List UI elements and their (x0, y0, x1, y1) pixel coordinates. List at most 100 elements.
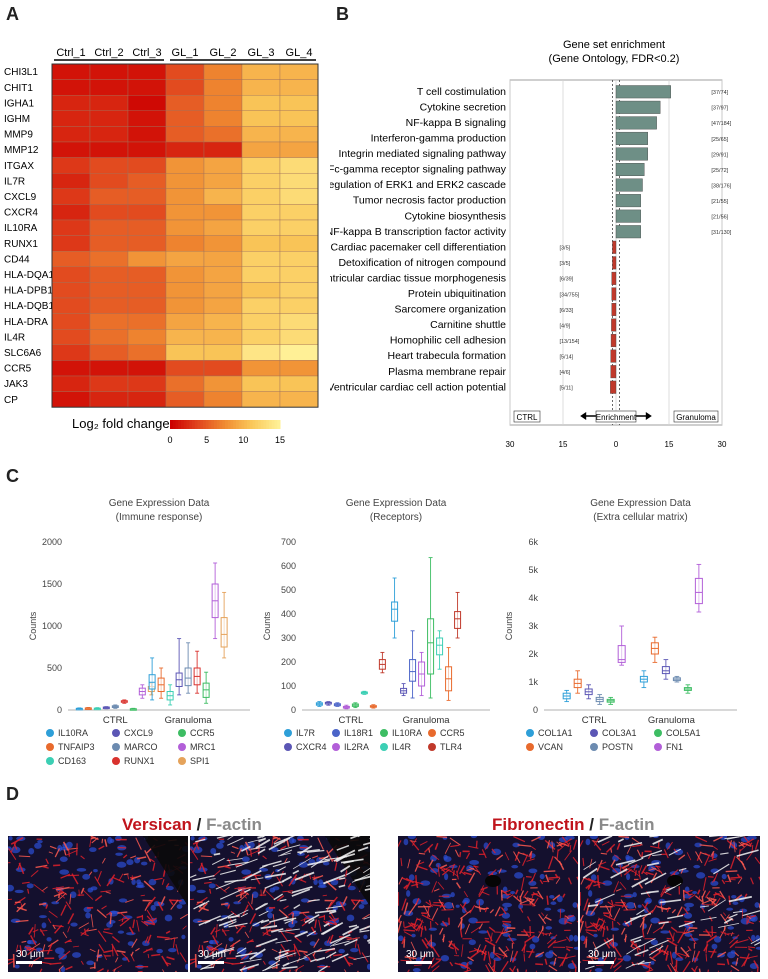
actin-fiber (631, 961, 651, 966)
actin-fiber (275, 952, 297, 961)
matrix-fiber (18, 862, 25, 875)
matrix-fiber (741, 838, 755, 847)
nucleus-stain (462, 907, 467, 914)
heatmap-cell (127, 360, 167, 377)
matrix-fiber (487, 951, 492, 965)
actin-fiber (307, 859, 330, 866)
matrix-fiber (504, 889, 511, 894)
nucleus-stain (267, 912, 273, 919)
matrix-fiber (411, 883, 419, 887)
legend-label-ccr5: CCR5 (440, 728, 465, 738)
nucleus-stain (72, 952, 82, 958)
nucleus-stain (216, 842, 224, 849)
matrix-fiber (288, 874, 298, 887)
actin-fiber (720, 852, 729, 855)
nucleus-stain (363, 934, 368, 940)
matrix-fiber (112, 964, 123, 971)
nucleus-stain (573, 946, 578, 950)
term-label: Positive regulation of ERK1 and ERK2 cas… (330, 179, 506, 191)
matrix-fiber (426, 939, 432, 945)
gene-count-label: [5/11] (559, 386, 573, 392)
matrix-fiber (558, 860, 565, 871)
heatmap-cell (165, 360, 205, 377)
matrix-fiber (60, 904, 67, 916)
matrix-fiber (68, 849, 70, 857)
matrix-fiber (201, 945, 205, 956)
matrix-fiber (103, 949, 114, 954)
actin-fiber (257, 836, 265, 839)
matrix-fiber (503, 949, 509, 953)
matrix-fiber (636, 849, 642, 857)
matrix-fiber (401, 936, 406, 945)
heatmap-cell (89, 375, 129, 392)
matrix-fiber (665, 950, 669, 961)
matrix-fiber (610, 848, 613, 853)
matrix-fiber (707, 969, 710, 972)
matrix-fiber (589, 922, 600, 932)
matrix-fiber (592, 922, 598, 926)
matrix-fiber (495, 933, 502, 944)
matrix-fiber (280, 943, 287, 952)
box-spi1 (220, 617, 228, 648)
matrix-fiber (483, 950, 487, 961)
matrix-fiber (29, 942, 41, 951)
matrix-fiber (652, 926, 663, 934)
nucleus-stain (398, 935, 404, 942)
matrix-fiber (408, 903, 418, 916)
y-tick-label: 500 (47, 663, 62, 673)
row-label-chit1: CHIT1 (4, 83, 33, 94)
matrix-fiber (523, 890, 529, 898)
nucleus-stain (501, 912, 511, 919)
nucleus-stain (86, 960, 95, 966)
nucleus-stain (572, 902, 578, 908)
heatmap-cell (127, 94, 167, 111)
nucleus-stain (407, 836, 416, 840)
matrix-fiber (343, 878, 347, 885)
heatmap-cell (279, 360, 319, 377)
heatmap-panel-a: Ctrl_1 Ctrl_2 Ctrl_3 GL_1 GL_2 GL_3 GL_4CHI3L1… (4, 47, 319, 445)
actin-fiber (640, 891, 651, 895)
nucleus-stain (726, 907, 734, 911)
actin-fiber (638, 937, 656, 948)
matrix-fiber (680, 946, 690, 958)
nucleus-stain (298, 861, 309, 868)
nucleus-stain (468, 939, 476, 946)
matrix-fiber (576, 876, 578, 881)
matrix-fiber (662, 886, 670, 891)
nucleus-stain (332, 904, 338, 911)
matrix-fiber (403, 902, 409, 915)
actin-fiber (342, 925, 360, 936)
matrix-fiber (410, 839, 420, 851)
dark-region (325, 836, 370, 906)
matrix-fiber (726, 958, 730, 965)
colorbar-segment (255, 420, 259, 429)
actin-fiber (281, 966, 298, 970)
nucleus-stain (626, 873, 631, 881)
heatmap-cell (165, 188, 205, 205)
matrix-fiber (231, 962, 244, 965)
heatmap-cell (127, 250, 167, 267)
matrix-fiber (500, 930, 513, 935)
matrix-fiber (613, 946, 622, 958)
matrix-fiber (459, 903, 468, 914)
nucleus-stain (140, 861, 148, 866)
matrix-fiber (215, 883, 227, 893)
legend-label-il18r1: IL18R1 (344, 728, 373, 738)
enrichment-bar (615, 194, 641, 208)
matrix-fiber (433, 888, 440, 892)
matrix-fiber (83, 890, 94, 900)
actin-fiber (275, 939, 292, 944)
term-label: Carnitine shuttle (430, 319, 506, 331)
row-label-jak3: JAK3 (4, 379, 28, 390)
matrix-fiber (249, 926, 253, 933)
matrix-fiber (751, 844, 754, 853)
actin-fiber (630, 935, 643, 942)
nucleus-stain (108, 910, 119, 917)
matrix-fiber (602, 925, 606, 937)
actin-fiber (247, 838, 264, 844)
actin-fiber (736, 849, 759, 857)
actin-fiber (636, 909, 645, 916)
matrix-fiber (403, 938, 406, 948)
matrix-fiber (121, 952, 127, 959)
matrix-fiber (115, 957, 119, 963)
